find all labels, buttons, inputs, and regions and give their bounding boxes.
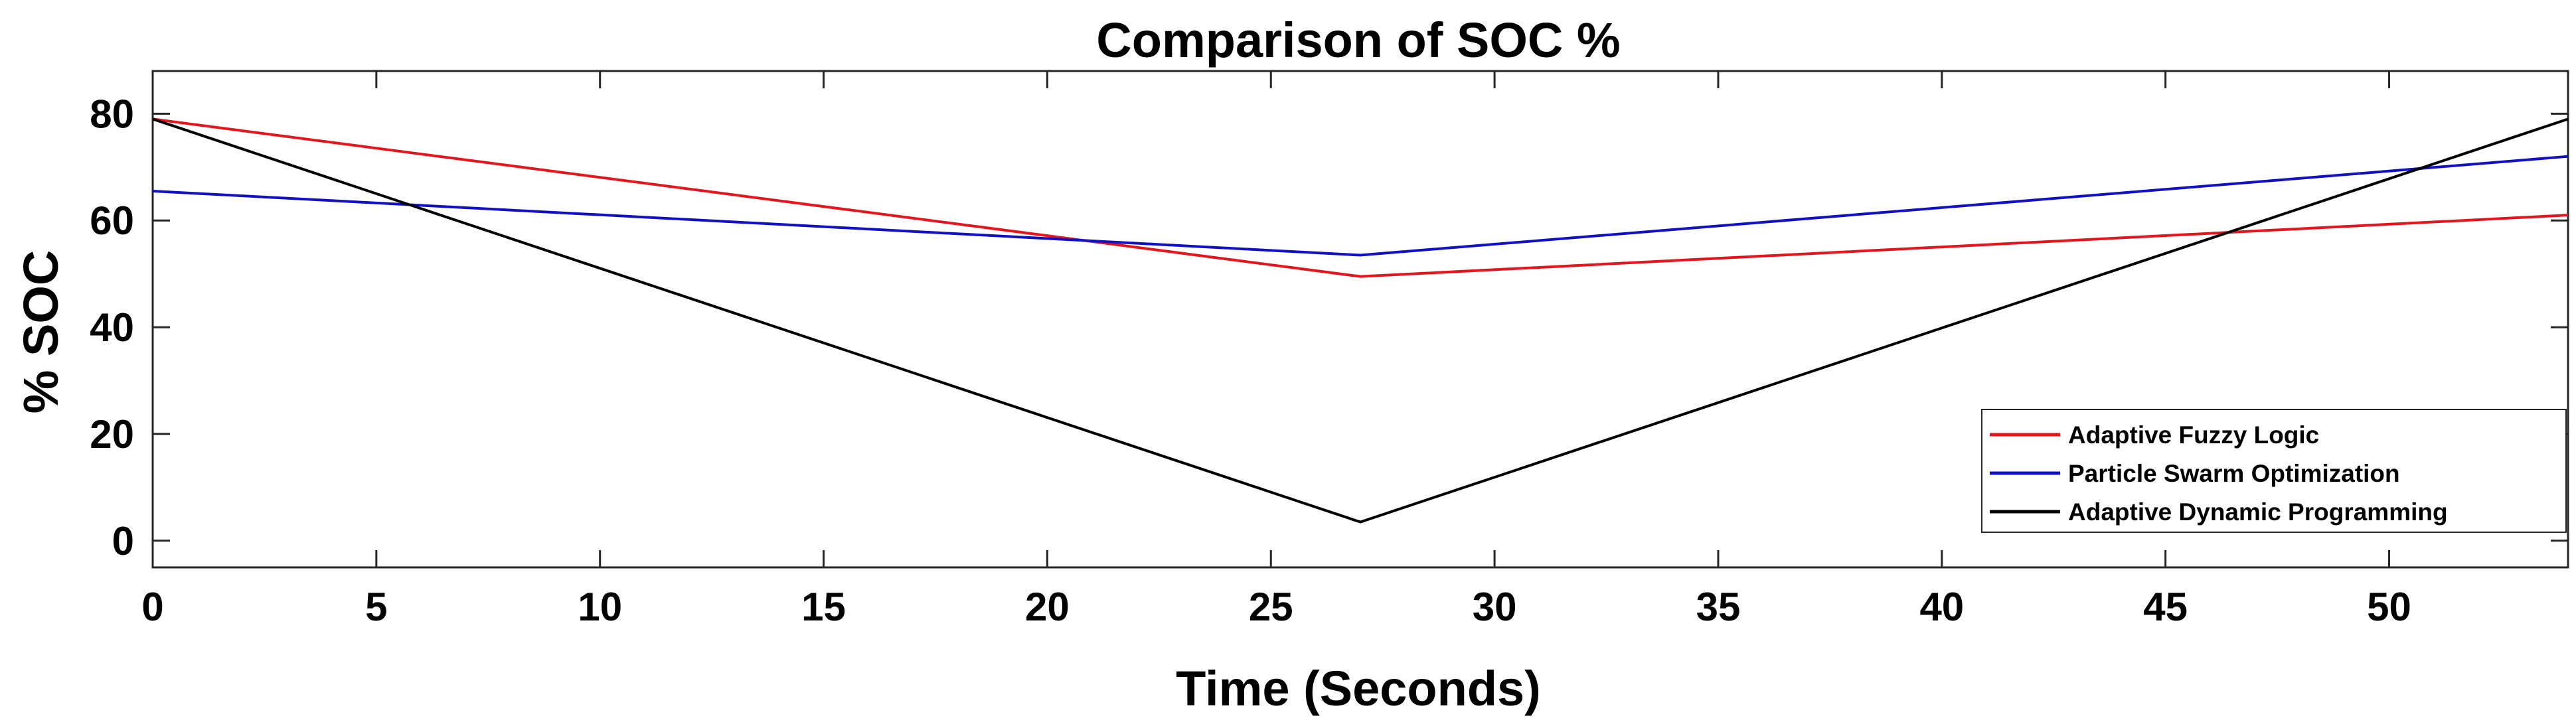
y-tick-label: 80 [90, 92, 134, 136]
x-axis-label: Time (Seconds) [1176, 661, 1541, 716]
x-tick-label: 40 [1919, 585, 1964, 629]
legend: Adaptive Fuzzy Logic Particle Swarm Optim… [1981, 409, 2567, 533]
y-tick-label: 0 [112, 519, 134, 563]
axis-ticks [151, 71, 2568, 567]
x-tick-label: 15 [801, 585, 846, 629]
x-tick-label: 20 [1025, 585, 1070, 629]
legend-box [1981, 409, 2567, 533]
x-tick-label: 5 [365, 585, 387, 629]
x-tick-label: 35 [1696, 585, 1741, 629]
y-tick-label: 60 [90, 198, 134, 243]
x-tick-label: 25 [1249, 585, 1293, 629]
series-line-1 [152, 155, 2569, 257]
y-axis-label: % SOC [13, 250, 68, 414]
y-tick-label: 20 [90, 412, 134, 457]
x-tick-label: 10 [578, 585, 622, 629]
x-tick-label: 0 [141, 585, 163, 629]
y-tick-label: 40 [90, 305, 134, 350]
series-line-2 [152, 117, 2569, 524]
tick-labels: 0 5 10 15 20 25 30 35 40 45 50 0 20 40 60 80 [90, 92, 2411, 629]
legend-label: Particle Swarm Optimization [2068, 460, 2400, 487]
x-tick-label: 30 [1473, 585, 1517, 629]
series-line-0 [152, 117, 2569, 278]
chart-title: Comparison of SOC % [1096, 13, 1620, 68]
x-tick-label: 50 [2367, 585, 2411, 629]
legend-label: Adaptive Fuzzy Logic [2068, 421, 2319, 449]
x-tick-label: 45 [2143, 585, 2188, 629]
legend-label: Adaptive Dynamic Programming [2068, 498, 2448, 526]
series-lines [152, 117, 2569, 524]
